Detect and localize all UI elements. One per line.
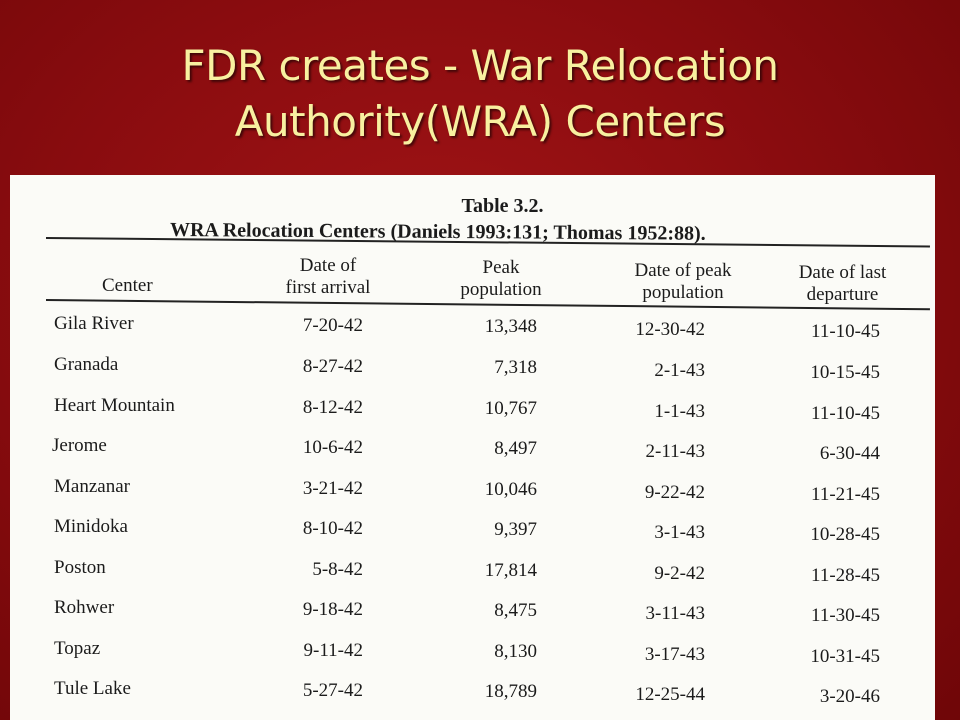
cell-last-departure: 10-28-45 — [810, 524, 880, 545]
table-row: Poston 5-8-42 17,814 9-2-42 11-28-45 — [10, 556, 935, 586]
cell-peak-date: 3-1-43 — [654, 522, 705, 543]
table-body: Gila River 7-20-42 13,348 12-30-42 11-10… — [10, 175, 935, 720]
cell-peak-date: 3-11-43 — [645, 603, 705, 624]
cell-peak-population: 8,497 — [494, 438, 537, 459]
header-peak-date-line-1: Date of peak — [634, 260, 732, 281]
header-first-arrival-line-2: first arrival — [285, 277, 371, 298]
cell-center: Jerome — [52, 435, 107, 456]
cell-peak-population: 10,767 — [484, 398, 537, 419]
cell-center: Manzanar — [54, 476, 130, 497]
cell-first-arrival: 8-10-42 — [302, 518, 363, 539]
header-peak-population: Peak population — [445, 257, 557, 301]
cell-center: Gila River — [54, 313, 134, 334]
cell-first-arrival: 9-18-42 — [302, 599, 363, 620]
cell-last-departure: 3-20-46 — [819, 686, 880, 707]
header-first-arrival-line-1: Date of — [299, 255, 357, 276]
cell-last-departure: 11-30-45 — [811, 605, 880, 626]
cell-last-departure: 11-28-45 — [811, 565, 880, 586]
table-row: Granada 8-27-42 7,318 2-1-43 10-15-45 — [10, 353, 935, 383]
cell-first-arrival: 8-12-42 — [302, 397, 363, 418]
header-last-departure: Date of last departure — [785, 262, 900, 306]
cell-peak-date: 9-22-42 — [644, 482, 705, 503]
cell-last-departure: 11-10-45 — [811, 403, 880, 424]
cell-peak-population: 9,397 — [494, 519, 537, 540]
cell-peak-date: 1-1-43 — [654, 401, 705, 422]
slide-title: FDR creates - War Relocation Authority(W… — [0, 38, 960, 150]
cell-peak-date: 2-1-43 — [654, 360, 705, 381]
cell-peak-population: 8,130 — [494, 641, 537, 662]
cell-peak-population: 18,789 — [484, 681, 537, 702]
cell-peak-date: 9-2-42 — [654, 563, 705, 584]
cell-peak-date: 3-17-43 — [644, 644, 705, 665]
cell-center: Rohwer — [54, 597, 115, 618]
cell-last-departure: 10-31-45 — [810, 646, 880, 667]
table-row: Manzanar 3-21-42 10,046 9-22-42 11-21-45 — [10, 475, 935, 505]
cell-peak-population: 10,046 — [484, 479, 537, 500]
cell-first-arrival: 5-27-42 — [302, 680, 363, 701]
slide-title-line-2: Authority(WRA) Centers — [234, 97, 726, 146]
table-row: Jerome 10-6-42 8,497 2-11-43 6-30-44 — [10, 434, 935, 464]
cell-peak-population: 7,318 — [494, 357, 537, 378]
cell-last-departure: 10-15-45 — [810, 362, 880, 383]
header-peak-date: Date of peak population — [608, 260, 758, 304]
cell-center: Tule Lake — [54, 678, 131, 699]
header-peak-date-line-2: population — [642, 282, 724, 303]
cell-last-departure: 6-30-44 — [819, 443, 880, 464]
table-row: Gila River 7-20-42 13,348 12-30-42 11-10… — [10, 312, 935, 342]
table-row: Topaz 9-11-42 8,130 3-17-43 10-31-45 — [10, 637, 935, 667]
cell-center: Topaz — [54, 638, 101, 659]
cell-center: Minidoka — [54, 516, 128, 537]
cell-first-arrival: 5-8-42 — [312, 559, 363, 580]
cell-center: Granada — [54, 354, 119, 375]
table-row: Rohwer 9-18-42 8,475 3-11-43 11-30-45 — [10, 596, 935, 626]
cell-peak-population: 17,814 — [484, 560, 537, 581]
cell-peak-date: 2-11-43 — [645, 441, 705, 462]
table-row: Tule Lake 5-27-42 18,789 12-25-44 3-20-4… — [10, 677, 935, 707]
cell-first-arrival: 10-6-42 — [302, 437, 363, 458]
table-caption: Table 3.2. — [461, 195, 544, 217]
cell-first-arrival: 8-27-42 — [302, 356, 363, 377]
header-last-departure-line-2: departure — [806, 284, 879, 305]
cell-peak-population: 13,348 — [484, 316, 537, 337]
cell-first-arrival: 9-11-42 — [303, 640, 363, 661]
header-center: Center — [102, 275, 153, 296]
scanned-table-image: Table 3.2. WRA Relocation Centers (Danie… — [10, 175, 935, 720]
cell-first-arrival: 3-21-42 — [302, 478, 363, 499]
cell-last-departure: 11-21-45 — [811, 484, 880, 505]
cell-last-departure: 11-10-45 — [811, 321, 880, 342]
header-peak-population-line-1: Peak — [482, 257, 520, 278]
table-row: Heart Mountain 8-12-42 10,767 1-1-43 11-… — [10, 394, 935, 424]
table-row: Minidoka 8-10-42 9,397 3-1-43 10-28-45 — [10, 515, 935, 545]
header-peak-population-line-2: population — [460, 279, 542, 300]
cell-center: Heart Mountain — [54, 395, 175, 416]
cell-first-arrival: 7-20-42 — [302, 315, 363, 336]
cell-center: Poston — [54, 557, 106, 578]
slide-title-line-1: FDR creates - War Relocation — [181, 41, 779, 90]
cell-peak-date: 12-30-42 — [635, 319, 705, 340]
cell-peak-date: 12-25-44 — [635, 684, 705, 705]
header-first-arrival: Date of first arrival — [268, 255, 388, 299]
cell-peak-population: 8,475 — [494, 600, 537, 621]
header-last-departure-line-1: Date of last — [798, 262, 887, 283]
